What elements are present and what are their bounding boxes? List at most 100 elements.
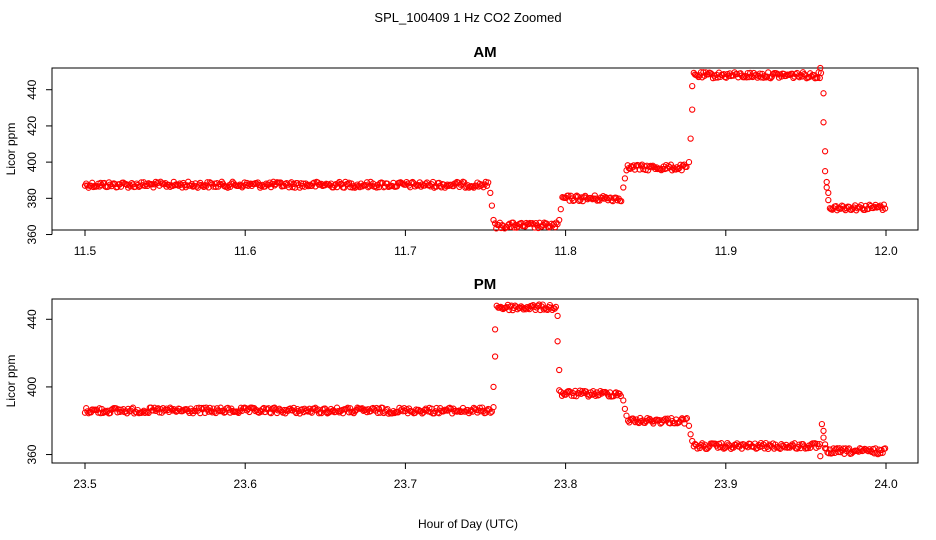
- panel-am-data-point: [591, 192, 598, 199]
- figure-title: SPL_100409 1 Hz CO2 Zoomed: [374, 10, 561, 25]
- panel-pm-x-tick-label: 23.6: [234, 477, 258, 491]
- panel-am-x-tick-label: 11.6: [234, 244, 257, 258]
- panel-am-x-tick-label: 11.7: [394, 244, 417, 258]
- panel-pm-data-point: [476, 404, 483, 411]
- panel-pm-data-point: [323, 409, 330, 416]
- panel-am-x-tick-label: 11.8: [554, 244, 577, 258]
- panel-pm-y-tick-label: 400: [25, 377, 39, 397]
- panel-am-data-point: [349, 184, 356, 191]
- panel-am-data-point: [695, 73, 702, 81]
- panel-pm-data-point: [374, 409, 381, 417]
- panel-am-y-tick-label: 400: [25, 152, 39, 172]
- panel-am-data-point: [683, 163, 690, 171]
- panel-pm-data-point: [321, 405, 329, 412]
- panel-pm-data-point: [660, 417, 668, 424]
- panel-pm-y-tick-label: 360: [25, 444, 39, 464]
- panel-am-transition-point: [620, 184, 627, 191]
- panel-pm: PM Licor ppm 23.5 23.6 23.7 23.8 23.9 24.0 36…: [4, 276, 919, 491]
- panel-am-y-tick-label: 420: [25, 116, 39, 136]
- panel-am-data-point: [289, 183, 296, 191]
- panel-pm-transition-point: [491, 326, 499, 333]
- panel-pm-data-point: [653, 416, 661, 423]
- panel-pm-data-point: [83, 405, 90, 412]
- panel-pm-data-point: [835, 448, 842, 456]
- panel-pm-transition-point: [556, 387, 563, 394]
- panel-am-data-point: [635, 162, 642, 169]
- panel-pm-x-tick-label: 23.5: [73, 477, 97, 491]
- panel-pm-transition-point: [685, 422, 693, 429]
- panel-pm-transition-point: [556, 366, 563, 374]
- panel-am-data-point: [267, 183, 275, 191]
- panel-am-y-tick-label: 380: [25, 188, 39, 208]
- panel-am-data-point: [744, 69, 751, 77]
- panel-pm-data-point: [682, 415, 689, 423]
- panel-pm-transition-point: [490, 383, 497, 391]
- panel-pm-x-tick-label: 24.0: [874, 477, 898, 491]
- panel-pm-x-tick-label: 23.8: [554, 477, 578, 491]
- panel-pm-points: [81, 301, 889, 460]
- panel-pm-data-point: [645, 417, 652, 424]
- panel-pm-x-tick-label: 23.9: [714, 477, 738, 491]
- panel-am-transition-point: [817, 64, 824, 72]
- panel-pm-transition-point: [820, 427, 827, 435]
- panel-pm-transition-point: [623, 412, 630, 419]
- panel-pm-transition-point: [689, 437, 696, 445]
- panel-pm-data-point: [823, 445, 830, 452]
- panel-pm-data-point: [540, 306, 548, 313]
- panel-pm-data-point: [333, 404, 341, 411]
- panel-pm-transition-point: [620, 397, 627, 404]
- panel-am-transition-point: [689, 82, 696, 90]
- panel-pm-title: PM: [474, 276, 497, 293]
- panel-pm-transition-point: [554, 312, 561, 320]
- panel-am-data-point: [636, 166, 643, 173]
- panel-am-transition-point: [821, 148, 829, 155]
- panel-am-data-point: [483, 182, 491, 189]
- panel-pm-data-point: [881, 445, 889, 452]
- panel-am-data-point: [90, 183, 97, 191]
- panel-pm-data-point: [267, 409, 275, 417]
- panel-am-transition-point: [487, 189, 494, 197]
- panel-am-data-point: [150, 184, 157, 191]
- panel-am-data-point: [618, 197, 625, 205]
- panel-am-transition-point: [557, 206, 564, 213]
- panel-pm-ylabel: Licor ppm: [4, 355, 18, 408]
- panel-am-y-tick-label: 360: [25, 224, 39, 244]
- panel-am-transition-point: [825, 196, 832, 204]
- panel-pm-data-point: [552, 303, 560, 311]
- panel-pm-x-tick-label: 23.7: [394, 477, 418, 491]
- panel-am-data-point: [760, 74, 767, 81]
- panel-am-transition-point: [621, 175, 629, 182]
- panel-am-data-point: [881, 205, 889, 212]
- panel-am-data-point: [285, 184, 293, 191]
- panel-am-ylabel: Licor ppm: [4, 123, 18, 176]
- panel-am-data-point: [880, 201, 888, 208]
- panel-am-data-point: [614, 197, 621, 204]
- panel-am-data-point: [647, 162, 654, 170]
- panel-pm-data-point: [683, 415, 691, 422]
- panel-am-y-tick-label: 440: [25, 79, 39, 99]
- panel-pm-data-point: [784, 444, 791, 451]
- panel-pm-data-point: [662, 415, 669, 422]
- panel-am-data-point: [642, 166, 649, 174]
- panel-pm-transition-point: [821, 441, 829, 448]
- panel-pm-y-tick-label: 440: [25, 309, 39, 329]
- panel-pm-data-point: [290, 404, 297, 412]
- panel-am-transition-point: [685, 158, 693, 166]
- panel-am-data-point: [305, 182, 312, 190]
- panel-pm-transition-point: [687, 431, 694, 438]
- panel-pm-data-point: [315, 410, 323, 417]
- panel-am-x-tick-label: 12.0: [874, 244, 898, 258]
- panel-pm-data-point: [877, 449, 884, 457]
- panel-pm-data-point: [385, 410, 392, 417]
- panel-pm-data-point: [168, 405, 175, 413]
- panel-pm-transition-point: [493, 302, 500, 309]
- panel-pm-transition-point: [621, 405, 629, 413]
- panel-am-data-point: [756, 70, 763, 77]
- panel-am-transition-point: [687, 135, 694, 142]
- panel-am-transition-point: [820, 119, 827, 126]
- panel-am-transition-point: [825, 189, 832, 197]
- panel-pm-transition-point: [554, 338, 561, 345]
- panel-pm-data-point: [349, 408, 356, 415]
- panel-pm-transition-point: [818, 420, 826, 428]
